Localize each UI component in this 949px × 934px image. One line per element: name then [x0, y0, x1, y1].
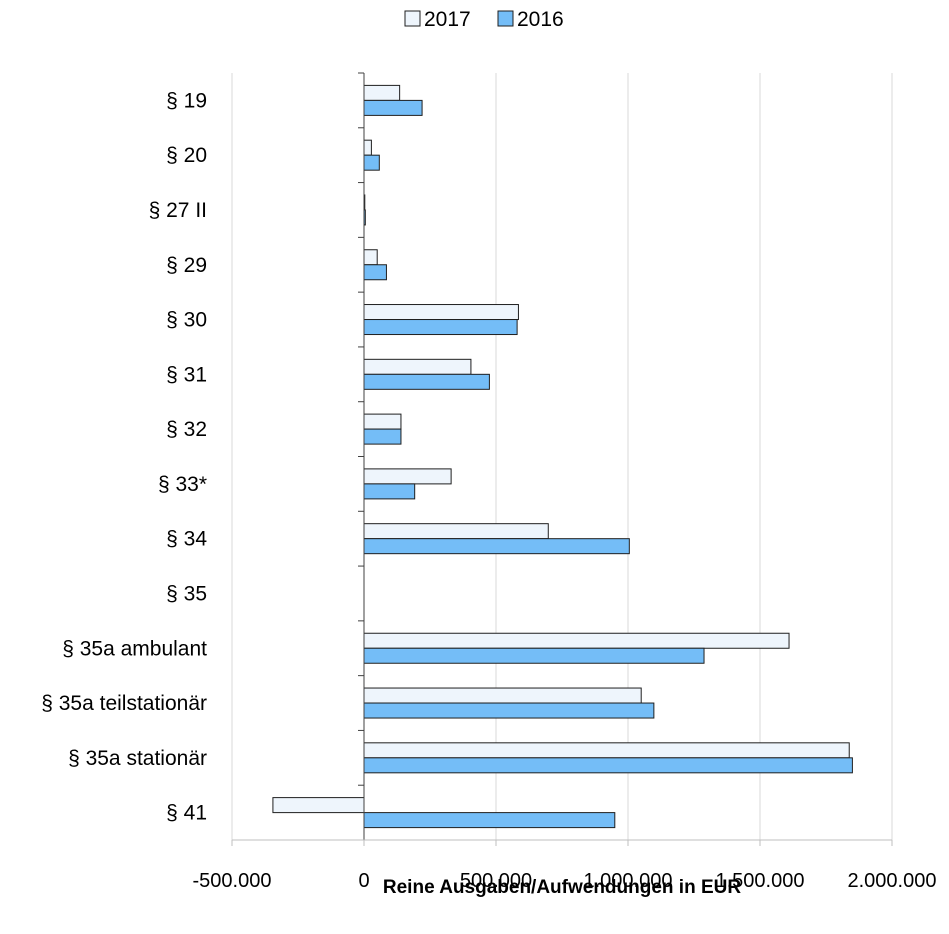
x-tick-label: 500.000: [460, 870, 532, 892]
bar-2016: [363, 812, 616, 829]
category-label: § 34: [166, 528, 207, 551]
x-tick-label: 0: [358, 870, 369, 892]
bar-2016: [363, 428, 402, 445]
category-label: § 35a teilstationär: [41, 692, 207, 715]
x-tick-label: 1.000.000: [584, 870, 673, 892]
bar-2016: [363, 757, 853, 774]
gridlines: [231, 73, 893, 840]
x-axis-title: Reine Ausgaben/Aufwendungen in EUR: [383, 877, 741, 898]
legend-swatch-2016: [497, 10, 514, 27]
category-label: § 33*: [158, 473, 207, 496]
bar-2017: [272, 797, 365, 814]
legend-swatch-2017: [404, 10, 421, 27]
bar-2017: [363, 523, 549, 540]
bar-2017: [363, 687, 642, 704]
category-label: § 31: [166, 363, 207, 386]
category-label: § 35a stationär: [68, 747, 207, 770]
bar-2016: [363, 99, 423, 116]
category-label: § 41: [166, 802, 207, 825]
bar-2016: [363, 538, 630, 555]
x-tick-label: -500.000: [193, 870, 272, 892]
category-axis: § 19 § 20 § 27 II § 29 § 30 § 31 § 32 § 33* § 34…: [41, 72, 365, 841]
bar-2016: [363, 373, 490, 390]
category-label: § 30: [166, 309, 207, 332]
bar-2016: [363, 319, 518, 336]
x-tick-label: 1.500.000: [716, 870, 805, 892]
bar-2016: [363, 154, 380, 171]
bar-2017: [363, 413, 402, 430]
value-axis: -500.000 0 500.000 1.000.000 1.500.000 2.000.…: [193, 839, 937, 892]
bar-2016: [363, 483, 416, 500]
bar-2016: [363, 647, 705, 664]
bar-2016: [363, 702, 655, 719]
bar-2017: [363, 632, 790, 649]
bar-2017: [363, 742, 850, 759]
legend-label-2016: 2016: [517, 8, 564, 31]
category-label: § 27 II: [149, 199, 207, 222]
category-label: § 35a ambulant: [62, 637, 207, 660]
bar-2017: [363, 84, 401, 101]
bar-2017: [363, 249, 378, 266]
category-label: § 19: [166, 89, 207, 112]
category-label: § 32: [166, 418, 207, 441]
category-label: § 20: [166, 144, 207, 167]
x-tick-label: 2.000.000: [848, 870, 937, 892]
bar-2017: [363, 468, 452, 485]
bars: [272, 84, 853, 829]
category-label: § 29: [166, 254, 207, 277]
bar-2016: [363, 264, 387, 281]
legend: 2017 2016: [404, 8, 564, 31]
bar-2017: [363, 358, 472, 375]
legend-label-2017: 2017: [424, 8, 471, 31]
bar-2017: [363, 304, 519, 321]
bar-2017: [363, 139, 372, 156]
category-label: § 35: [166, 582, 207, 605]
